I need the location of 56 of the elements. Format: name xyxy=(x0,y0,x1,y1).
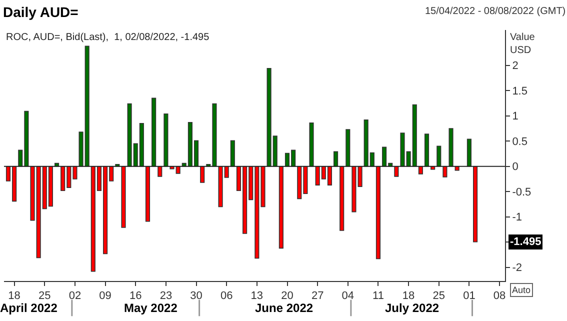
bar xyxy=(164,113,168,167)
y-tick-label: 1.5 xyxy=(512,85,528,98)
x-tick-label: 18 xyxy=(402,290,415,302)
x-tick-label: 20 xyxy=(281,290,294,302)
bar xyxy=(152,98,156,167)
x-tick-label: 08 xyxy=(493,290,506,302)
bar xyxy=(394,166,399,177)
x-tick-label: 06 xyxy=(220,290,233,302)
annotation: -1.495 xyxy=(510,236,542,248)
x-tick-label: 25 xyxy=(432,290,446,302)
bar xyxy=(145,166,150,222)
bar xyxy=(121,166,126,228)
y-tick-label: -2 xyxy=(512,262,522,274)
bar xyxy=(346,129,350,167)
y-tick-label: 1 xyxy=(512,110,518,123)
bar xyxy=(418,166,423,174)
text: May 2022 xyxy=(124,301,178,315)
bar xyxy=(200,166,205,183)
bar xyxy=(278,166,284,249)
x-tick-label: 25 xyxy=(38,290,51,302)
chart-subtitle: 15/04/2022 - 08/08/2022 (GMT) xyxy=(425,6,566,17)
bar xyxy=(376,166,381,260)
x-tick-label: 01 xyxy=(463,290,476,302)
bar xyxy=(473,166,478,242)
x-tick-label: 18 xyxy=(8,290,20,302)
bar xyxy=(448,128,454,167)
x-tick-label: 09 xyxy=(99,290,112,302)
y-tick-label: 0 xyxy=(512,161,518,174)
x-tick-label: 27 xyxy=(311,290,324,302)
bar xyxy=(309,122,314,167)
bar xyxy=(340,166,344,231)
y-axis-title: Value USD xyxy=(510,32,536,56)
bar xyxy=(334,151,338,167)
bar xyxy=(424,134,430,167)
text: June 2022 xyxy=(255,301,314,315)
y-tick-label: 2 xyxy=(512,60,518,72)
y-tick-label: -1 xyxy=(512,212,522,224)
x-tick-label: 23 xyxy=(160,290,172,302)
x-tick-label: 30 xyxy=(190,290,202,302)
x-tick-label: 11 xyxy=(372,290,384,302)
x-tick-label: 04 xyxy=(342,290,354,302)
text: April 2022 xyxy=(0,301,58,315)
bar xyxy=(158,166,162,177)
chart-title: Daily AUD= xyxy=(3,4,78,20)
text: Auto xyxy=(512,285,531,295)
x-tick-label: 02 xyxy=(68,290,82,302)
bar xyxy=(436,146,442,167)
x-tick-label: 13 xyxy=(250,290,264,302)
x-tick-label: 16 xyxy=(129,290,142,302)
bar xyxy=(442,166,448,178)
bar xyxy=(466,138,472,167)
bar xyxy=(230,140,235,167)
text: July 2022 xyxy=(385,301,440,315)
y-tick-label: -0.5 xyxy=(512,186,532,198)
y-tick-label: 0.5 xyxy=(512,136,528,148)
text: ROC, AUD=, Bid(Last), 1, 02/08/2022, -1.495 xyxy=(6,32,210,43)
